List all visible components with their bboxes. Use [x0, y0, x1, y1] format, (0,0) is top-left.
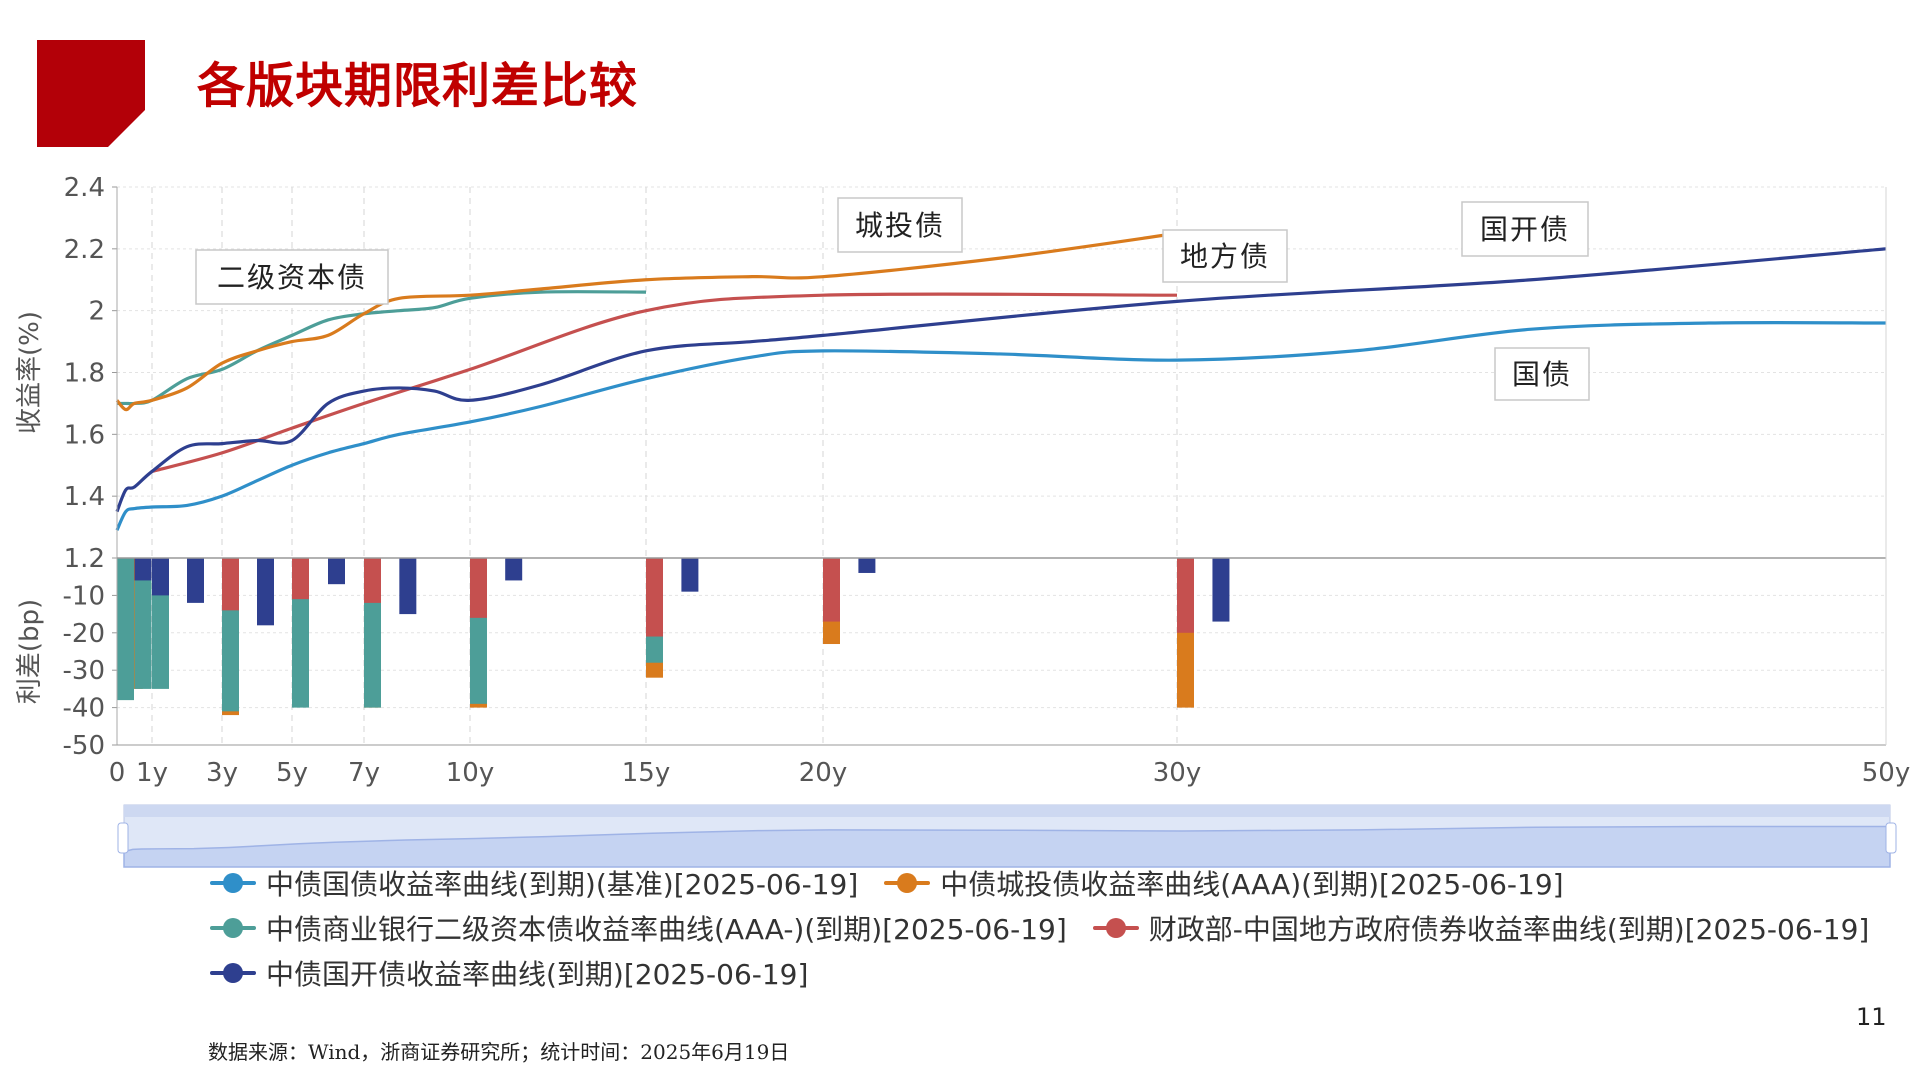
legend-item-cdb[interactable]: 中债国开债收益率曲线(到期)[2025-06-19]	[210, 953, 808, 993]
legend-marker-icon	[210, 962, 256, 983]
y-axis-title: 利差(bp)	[15, 599, 45, 704]
x-tick-label: 0	[109, 758, 126, 788]
y-tick-label: -10	[63, 581, 105, 611]
y-tick-label: 1.8	[64, 359, 105, 389]
y-axis-title: 收益率(%)	[15, 311, 45, 434]
legend-marker-icon	[210, 917, 256, 938]
spread-bar	[1212, 558, 1230, 622]
y-tick-label: -40	[63, 694, 105, 724]
x-tick-label: 20y	[799, 758, 847, 788]
spread-bar	[823, 558, 840, 622]
x-tick-label: 30y	[1153, 758, 1201, 788]
x-tick-label: 3y	[206, 758, 238, 788]
legend-label: 中债城投债收益率曲线(AAA)(到期)[2025-06-19]	[940, 867, 1564, 901]
spread-bar	[681, 558, 699, 592]
y-tick-label: 2.4	[64, 173, 105, 203]
spread-bar	[187, 558, 204, 603]
x-tick-label: 7y	[348, 758, 380, 788]
legend-marker-icon	[210, 872, 256, 893]
yield-curve-line	[115, 320, 1887, 531]
annotation-box	[1494, 347, 1590, 401]
legend-label: 中债国开债收益率曲线(到期)[2025-06-19]	[266, 957, 809, 991]
spread-bar	[1177, 558, 1194, 633]
annotation-label: 城投债	[855, 209, 945, 242]
yield-curve-line	[151, 292, 1178, 473]
legend-marker-icon	[1092, 917, 1139, 938]
yield-curve-line	[117, 290, 647, 406]
legend-marker-icon	[884, 872, 931, 893]
yield-spread-chart: 1.2 1.4 1.6 1.8 2 2.2 2.4 -10 -20 -30 -40 -500 1y 3y 5…	[15, 173, 1910, 868]
spread-bar	[364, 558, 381, 603]
spread-bar	[257, 558, 274, 626]
zoom-preview-area	[123, 825, 1891, 868]
legend-item-treasury[interactable]: 中债国债收益率曲线(到期)(基准)[2025-06-19]	[210, 863, 858, 903]
annotation-label: 国开债	[1480, 213, 1570, 246]
spread-bar	[470, 558, 487, 618]
spread-bar	[152, 558, 169, 596]
page-number: 11	[1856, 1003, 1887, 1031]
annotation-box	[1461, 201, 1589, 257]
x-tick-label: 50y	[1862, 758, 1910, 788]
spread-bar	[222, 558, 239, 611]
annotation-label: 地方债	[1180, 240, 1270, 273]
spread-bar	[858, 558, 876, 573]
y-tick-label: -20	[63, 619, 105, 649]
spread-bar	[117, 558, 134, 701]
y-tick-label: 1.2	[64, 544, 105, 574]
chart-legend: 中债国债收益率曲线(到期)(基准)[2025-06-19] 中债城投债收益率曲线…	[210, 860, 1895, 995]
legend-label: 中债商业银行二级资本债收益率曲线(AAA-)(到期)[2025-06-19]	[266, 912, 1067, 946]
spread-bar	[134, 558, 152, 581]
annotation-box	[837, 197, 963, 253]
annotation-label: 国债	[1512, 358, 1572, 391]
annotation-box	[195, 249, 389, 305]
y-tick-label: -50	[63, 731, 105, 761]
annotation-box	[1162, 229, 1288, 283]
source-note: 数据来源：Wind，浙商证券研究所；统计时间：2025年6月19日	[208, 1040, 790, 1064]
x-tick-label: 15y	[622, 758, 670, 788]
yield-curve-line	[115, 247, 1887, 513]
legend-item-lgfv[interactable]: 中债城投债收益率曲线(AAA)(到期)[2025-06-19]	[884, 863, 1564, 903]
x-tick-label: 5y	[276, 758, 308, 788]
y-tick-label: 1.4	[64, 482, 105, 512]
legend-label: 财政部-中国地方政府债券收益率曲线(到期)[2025-06-19]	[1148, 912, 1870, 946]
y-tick-label: 2.2	[64, 235, 105, 265]
x-tick-label: 10y	[446, 758, 494, 788]
spread-bar	[134, 558, 152, 689]
legend-item-tier2[interactable]: 中债商业银行二级资本债收益率曲线(AAA-)(到期)[2025-06-19]	[210, 908, 1067, 948]
legend-label: 中债国债收益率曲线(到期)(基准)[2025-06-19]	[266, 867, 859, 901]
y-tick-label: 1.6	[64, 420, 105, 450]
spread-bar	[328, 558, 345, 585]
y-tick-label: -30	[63, 656, 105, 686]
annotation-label: 二级资本债	[217, 261, 367, 294]
spread-bar	[505, 558, 523, 581]
y-tick-label: 2	[88, 297, 105, 327]
spread-bar	[646, 558, 663, 637]
zoom-slider[interactable]	[117, 804, 1897, 868]
zoom-handle-right[interactable]	[1885, 822, 1897, 854]
zoom-handle-left[interactable]	[117, 822, 129, 854]
page-title: 各版块期限利差比较	[197, 58, 639, 114]
legend-item-local-gov[interactable]: 财政部-中国地方政府债券收益率曲线(到期)[2025-06-19]	[1092, 908, 1870, 948]
x-tick-label: 1y	[136, 758, 168, 788]
title-accent-shape	[37, 40, 145, 147]
spread-bar	[292, 558, 309, 600]
spread-bar	[399, 558, 417, 615]
